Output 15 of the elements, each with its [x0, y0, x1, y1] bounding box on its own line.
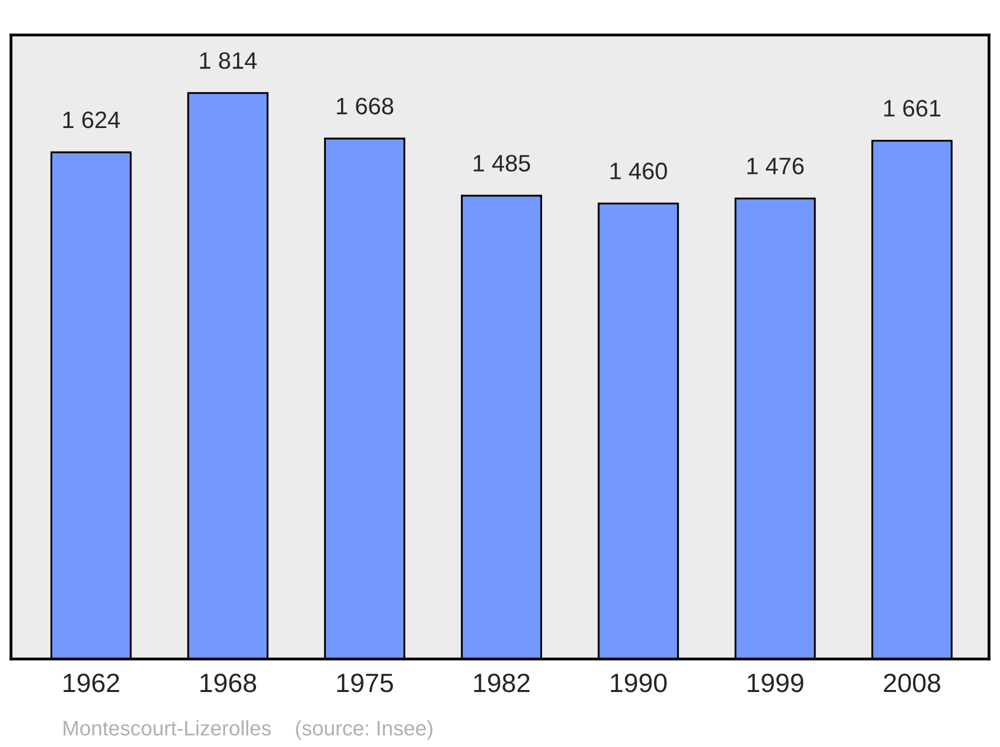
text: Montescourt-Lizerolles (source: Insee) — [64, 720, 432, 740]
x-tick-label: 2008 — [884, 674, 940, 692]
x-tick-label: 1990 — [610, 674, 667, 692]
x-tick-label: 1968 — [200, 674, 256, 692]
data-label: 1 485 — [474, 154, 530, 172]
x-tick-label: 1975 — [337, 674, 393, 692]
data-label: 1 460 — [610, 162, 667, 180]
x-tick-label: 1999 — [748, 674, 804, 692]
data-label: 1 668 — [336, 98, 394, 114]
x-tick-label: 1982 — [474, 674, 530, 692]
data-label: 1 661 — [884, 100, 940, 117]
x-tick-label: 1962 — [64, 674, 120, 692]
data-label: 1 624 — [63, 111, 120, 128]
data-label: 1 476 — [747, 158, 804, 174]
data-label: 1 814 — [200, 52, 257, 69]
